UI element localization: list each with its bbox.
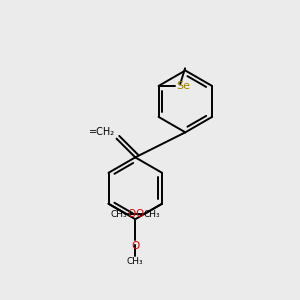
Text: O: O [131,241,140,251]
Text: CH₃: CH₃ [143,209,160,218]
Text: CH₃: CH₃ [110,209,127,218]
Text: O: O [127,209,135,219]
Text: Se: Se [176,81,190,91]
Text: =CH₂: =CH₂ [89,127,115,137]
Text: O: O [135,209,144,219]
Text: CH₃: CH₃ [127,257,144,266]
